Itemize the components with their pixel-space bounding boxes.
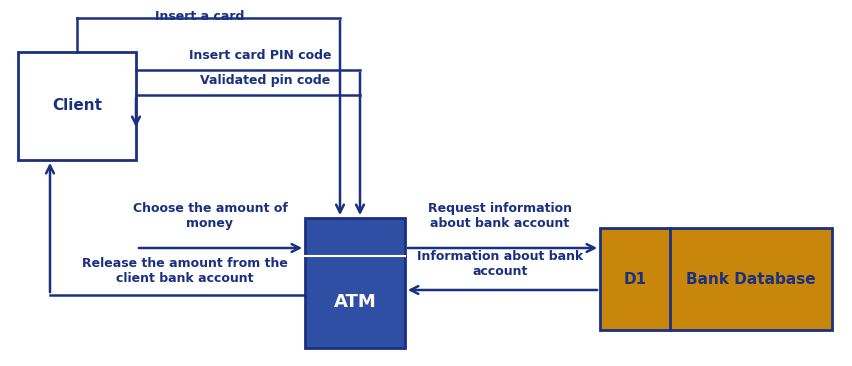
Text: Bank Database: Bank Database bbox=[685, 272, 815, 287]
Text: D1: D1 bbox=[623, 272, 646, 287]
Text: Validated pin code: Validated pin code bbox=[199, 74, 330, 87]
Text: Release the amount from the
client bank account: Release the amount from the client bank … bbox=[82, 257, 288, 285]
Text: Client: Client bbox=[52, 98, 102, 113]
Text: Choose the amount of
money: Choose the amount of money bbox=[132, 202, 287, 230]
Text: Request information
about bank account: Request information about bank account bbox=[428, 202, 572, 230]
Text: Insert a card: Insert a card bbox=[155, 10, 245, 23]
Text: Insert card PIN code: Insert card PIN code bbox=[188, 49, 331, 62]
Text: Information about bank
account: Information about bank account bbox=[417, 250, 583, 278]
Bar bbox=[18, 52, 135, 160]
Bar bbox=[599, 228, 831, 330]
Bar bbox=[305, 218, 405, 348]
Text: ATM: ATM bbox=[333, 293, 376, 311]
